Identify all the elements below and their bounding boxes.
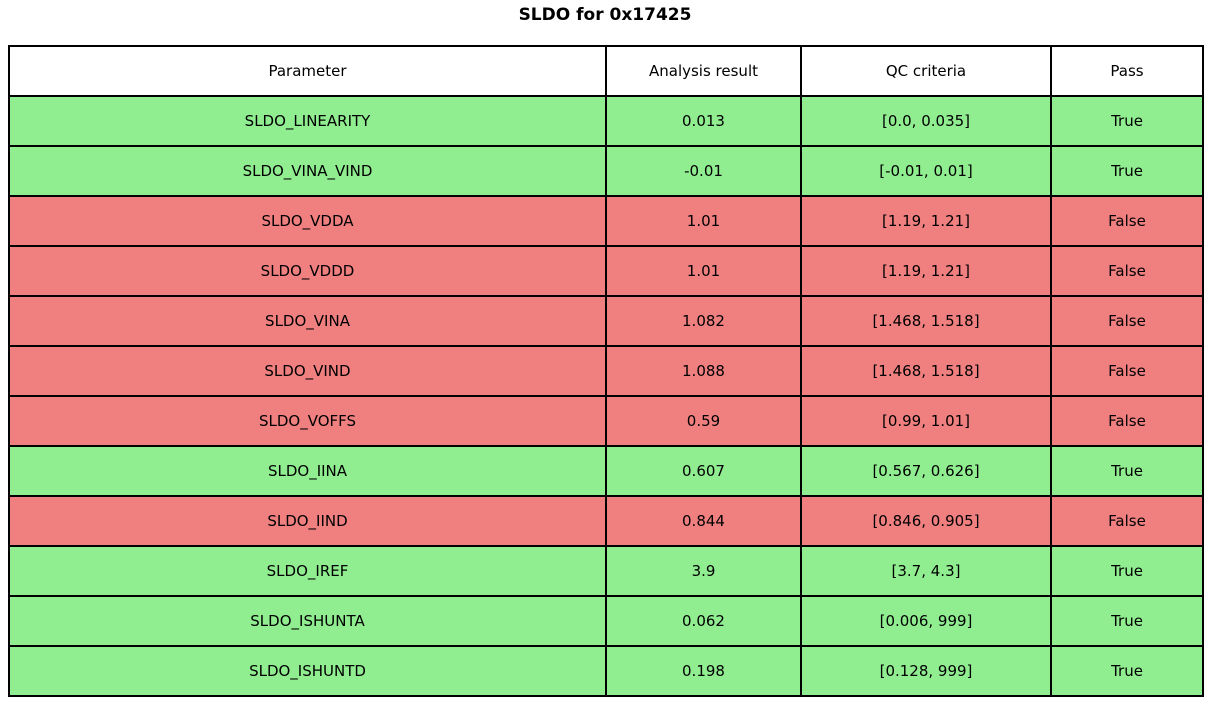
header-row: Parameter Analysis result QC criteria Pa… xyxy=(8,45,1204,97)
cell-qc-criteria: [1.468, 1.518] xyxy=(800,345,1052,397)
cell-analysis-result: 0.607 xyxy=(605,445,802,497)
qc-results-table: Parameter Analysis result QC criteria Pa… xyxy=(8,45,1204,697)
cell-pass: False xyxy=(1050,295,1204,347)
cell-parameter: SLDO_IINA xyxy=(8,445,607,497)
table-row: SLDO_IREF 3.9 [3.7, 4.3] True xyxy=(8,545,1204,597)
cell-analysis-result: 1.082 xyxy=(605,295,802,347)
cell-analysis-result: 1.01 xyxy=(605,195,802,247)
cell-pass: False xyxy=(1050,245,1204,297)
cell-analysis-result: 1.088 xyxy=(605,345,802,397)
cell-analysis-result: 1.01 xyxy=(605,245,802,297)
page-title: SLDO for 0x17425 xyxy=(518,5,692,25)
table-row: SLDO_ISHUNTA 0.062 [0.006, 999] True xyxy=(8,595,1204,647)
cell-qc-criteria: [-0.01, 0.01] xyxy=(800,145,1052,197)
cell-parameter: SLDO_IIND xyxy=(8,495,607,547)
table-row: SLDO_ISHUNTD 0.198 [0.128, 999] True xyxy=(8,645,1204,697)
table-row: SLDO_IINA 0.607 [0.567, 0.626] True xyxy=(8,445,1204,497)
cell-pass: True xyxy=(1050,545,1204,597)
cell-parameter: SLDO_LINEARITY xyxy=(8,95,607,147)
cell-pass: False xyxy=(1050,395,1204,447)
cell-qc-criteria: [0.99, 1.01] xyxy=(800,395,1052,447)
header-pass: Pass xyxy=(1050,45,1204,97)
cell-pass: True xyxy=(1050,595,1204,647)
cell-parameter: SLDO_VINA xyxy=(8,295,607,347)
cell-analysis-result: -0.01 xyxy=(605,145,802,197)
cell-pass: False xyxy=(1050,345,1204,397)
table-row: SLDO_VDDA 1.01 [1.19, 1.21] False xyxy=(8,195,1204,247)
cell-analysis-result: 0.198 xyxy=(605,645,802,697)
cell-pass: True xyxy=(1050,645,1204,697)
cell-analysis-result: 0.013 xyxy=(605,95,802,147)
header-qc-criteria: QC criteria xyxy=(800,45,1052,97)
cell-analysis-result: 0.844 xyxy=(605,495,802,547)
header-parameter: Parameter xyxy=(8,45,607,97)
cell-analysis-result: 3.9 xyxy=(605,545,802,597)
cell-pass: True xyxy=(1050,145,1204,197)
cell-qc-criteria: [0.0, 0.035] xyxy=(800,95,1052,147)
table-row: SLDO_IIND 0.844 [0.846, 0.905] False xyxy=(8,495,1204,547)
cell-qc-criteria: [3.7, 4.3] xyxy=(800,545,1052,597)
cell-pass: True xyxy=(1050,95,1204,147)
table-row: SLDO_LINEARITY 0.013 [0.0, 0.035] True xyxy=(8,95,1204,147)
cell-qc-criteria: [0.846, 0.905] xyxy=(800,495,1052,547)
cell-pass: False xyxy=(1050,195,1204,247)
cell-qc-criteria: [0.567, 0.626] xyxy=(800,445,1052,497)
cell-pass: False xyxy=(1050,495,1204,547)
cell-parameter: SLDO_ISHUNTA xyxy=(8,595,607,647)
cell-parameter: SLDO_VINA_VIND xyxy=(8,145,607,197)
table-row: SLDO_VINA_VIND -0.01 [-0.01, 0.01] True xyxy=(8,145,1204,197)
table-row: SLDO_VOFFS 0.59 [0.99, 1.01] False xyxy=(8,395,1204,447)
cell-qc-criteria: [1.468, 1.518] xyxy=(800,295,1052,347)
cell-qc-criteria: [0.006, 999] xyxy=(800,595,1052,647)
table-row: SLDO_VINA 1.082 [1.468, 1.518] False xyxy=(8,295,1204,347)
cell-parameter: SLDO_VOFFS xyxy=(8,395,607,447)
cell-pass: True xyxy=(1050,445,1204,497)
cell-qc-criteria: [1.19, 1.21] xyxy=(800,195,1052,247)
header-analysis-result: Analysis result xyxy=(605,45,802,97)
cell-parameter: SLDO_IREF xyxy=(8,545,607,597)
cell-analysis-result: 0.062 xyxy=(605,595,802,647)
cell-parameter: SLDO_VIND xyxy=(8,345,607,397)
table-row: SLDO_VIND 1.088 [1.468, 1.518] False xyxy=(8,345,1204,397)
cell-parameter: SLDO_VDDA xyxy=(8,195,607,247)
cell-analysis-result: 0.59 xyxy=(605,395,802,447)
cell-qc-criteria: [1.19, 1.21] xyxy=(800,245,1052,297)
cell-qc-criteria: [0.128, 999] xyxy=(800,645,1052,697)
table-row: SLDO_VDDD 1.01 [1.19, 1.21] False xyxy=(8,245,1204,297)
cell-parameter: SLDO_VDDD xyxy=(8,245,607,297)
cell-parameter: SLDO_ISHUNTD xyxy=(8,645,607,697)
